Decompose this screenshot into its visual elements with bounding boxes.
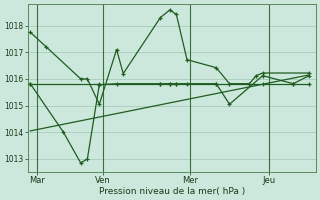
- X-axis label: Pression niveau de la mer( hPa ): Pression niveau de la mer( hPa ): [99, 187, 245, 196]
